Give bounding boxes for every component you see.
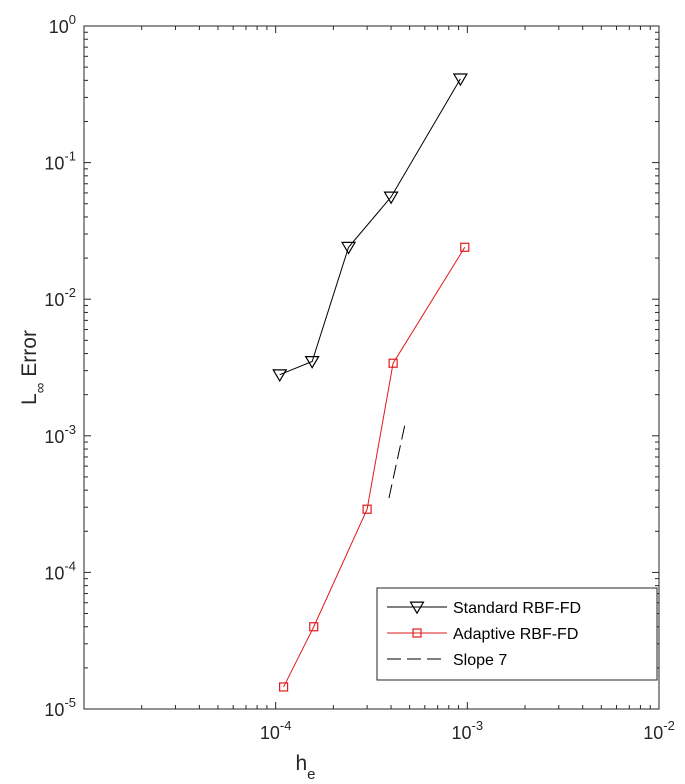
data-point (388, 358, 398, 368)
y-tick-label: 100 (49, 12, 76, 37)
legend-label: Standard RBF-FD (453, 600, 581, 617)
y-tick-exponent: -5 (64, 695, 76, 710)
y-tick-label: 10-4 (44, 558, 76, 583)
legend-item: Standard RBF-FD (387, 600, 581, 617)
x-tick-label: 10-4 (260, 718, 292, 743)
y-tick-base: 10 (44, 563, 64, 583)
x-axis-label-main: h (295, 752, 307, 775)
data-point (309, 622, 319, 632)
data-point (340, 241, 357, 255)
legend-item: Adaptive RBF-FD (387, 626, 578, 643)
y-tick-label: 10-2 (44, 285, 76, 310)
y-axis-label: L∞ Error (18, 330, 49, 405)
x-tick-label: 10-2 (643, 718, 675, 743)
plot-frame (83, 25, 660, 710)
legend-marker (412, 628, 422, 638)
legend-marker (409, 601, 425, 615)
series-line (279, 78, 461, 376)
legend-label: Adaptive RBF-FD (453, 626, 578, 643)
legend: Standard RBF-FD Adaptive RBF-FD Slope 7 (376, 587, 658, 681)
data-point (362, 504, 372, 514)
y-tick-label: 10-3 (44, 422, 76, 447)
legend-item: Slope 7 (387, 652, 507, 669)
x-axis-label-subscript: e (307, 766, 315, 783)
series-0 (272, 73, 468, 383)
series-1 (279, 242, 470, 692)
x-tick-base: 10 (643, 723, 663, 743)
legend-box (376, 587, 658, 681)
x-tick-exponent: -4 (280, 718, 292, 733)
x-tick-label: 10-3 (452, 718, 484, 743)
y-tick-base: 10 (44, 427, 64, 447)
y-tick-label: 10-5 (44, 695, 76, 720)
x-tick-base: 10 (260, 723, 280, 743)
data-point (383, 191, 399, 205)
data-point (279, 682, 289, 692)
data-point (452, 73, 468, 87)
x-tick-exponent: -3 (472, 718, 484, 733)
y-tick-base: 10 (44, 154, 64, 174)
y-tick-base: 10 (44, 290, 64, 310)
y-tick-exponent: -1 (64, 149, 76, 164)
x-tick-exponent: -2 (663, 718, 675, 733)
x-tick-base: 10 (452, 723, 472, 743)
series (272, 73, 470, 692)
y-tick-exponent: -3 (64, 422, 76, 437)
y-axis-label-main: L (18, 393, 41, 405)
y-tick-exponent: 0 (69, 12, 76, 27)
axis-labels: he L∞ Error (18, 330, 316, 783)
data-point (304, 356, 320, 369)
y-tick-base: 10 (44, 700, 64, 720)
y-axis-label-rest: Error (18, 330, 41, 383)
data-point (460, 242, 470, 252)
series-line (388, 422, 406, 499)
y-axis-label-subscript: ∞ (32, 382, 49, 393)
y-tick-label: 10-1 (44, 149, 76, 174)
series-line (283, 247, 466, 688)
y-tick-base: 10 (49, 17, 69, 37)
y-tick-exponent: -2 (64, 285, 76, 300)
data-point (272, 369, 288, 383)
y-tick-exponent: -4 (64, 558, 76, 573)
x-axis-label: he (295, 752, 315, 783)
legend-label: Slope 7 (453, 652, 507, 669)
series-2 (388, 422, 406, 499)
